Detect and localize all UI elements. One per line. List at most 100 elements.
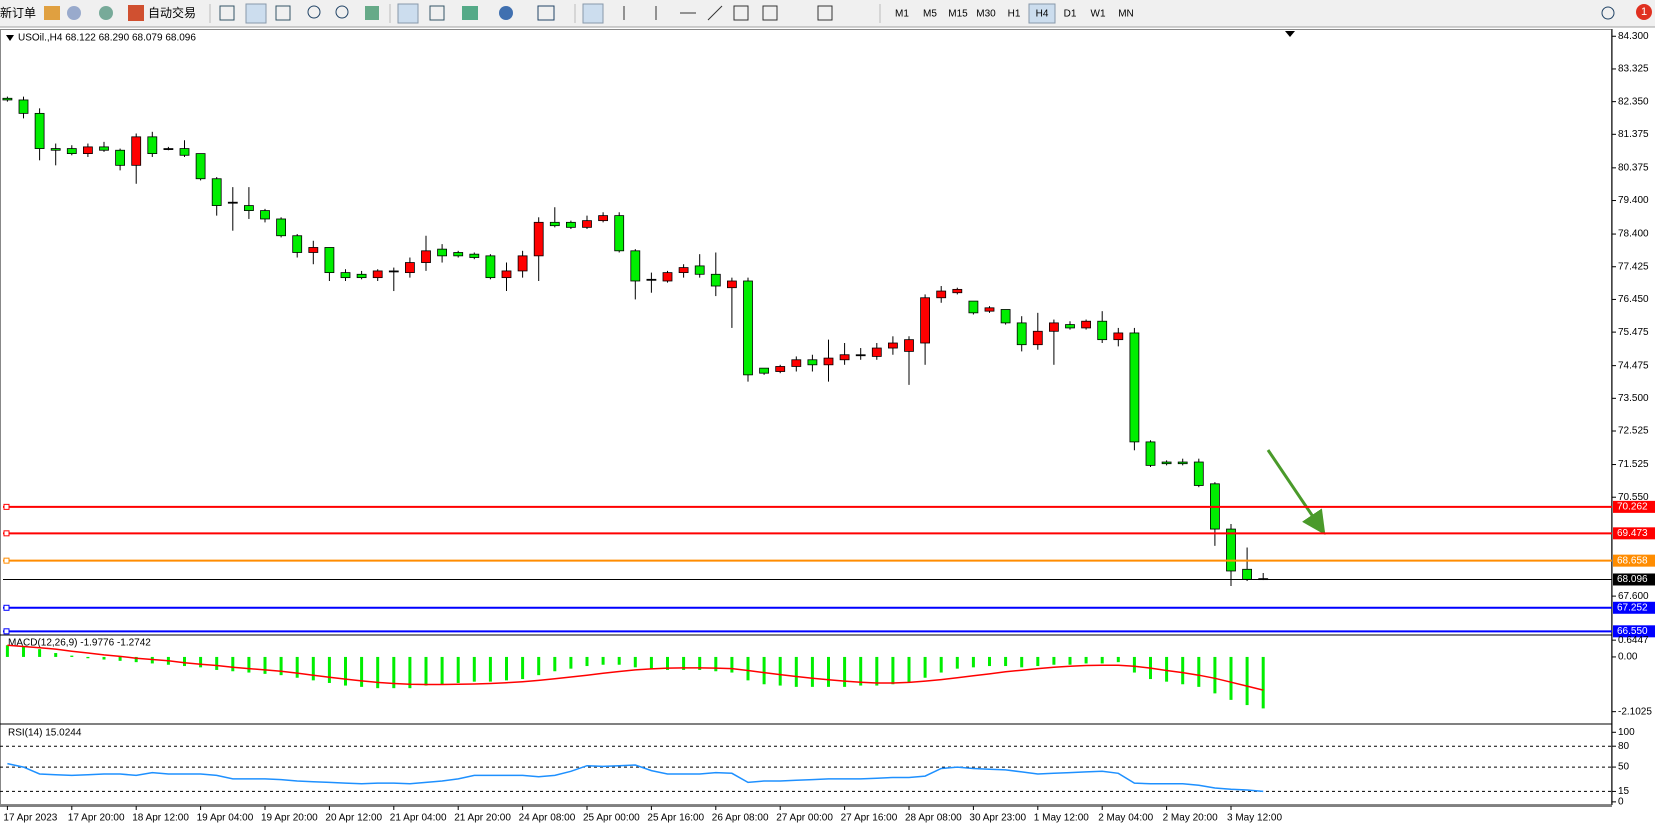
- candle-body: [727, 280, 737, 289]
- y-tick-label: 73.500: [1618, 393, 1649, 404]
- auto-trading-icon[interactable]: [128, 5, 144, 21]
- candle-body: [839, 354, 850, 361]
- icon[interactable]: [429, 5, 445, 21]
- candle-body: [147, 136, 158, 154]
- timeframe-label[interactable]: M5: [923, 9, 937, 20]
- candle-body: [195, 153, 206, 180]
- candle-body: [1161, 461, 1172, 465]
- macd-bar: [134, 656, 138, 663]
- candle-body: [421, 250, 431, 263]
- timeframe-label[interactable]: W1: [1091, 9, 1106, 20]
- candle-body: [66, 148, 77, 154]
- candle-body: [308, 247, 319, 253]
- candle-body: [18, 99, 29, 114]
- zoom-in[interactable]: [307, 5, 321, 19]
- search[interactable]: [1601, 6, 1615, 20]
- macd-bar: [183, 656, 186, 667]
- y-tick-label: 15: [1618, 786, 1630, 797]
- level-label: 70.262: [1617, 502, 1648, 513]
- candle-body: [630, 250, 641, 282]
- candle-body: [1177, 461, 1188, 465]
- macd-bar: [408, 656, 412, 689]
- candle-body: [678, 267, 689, 274]
- icon[interactable]: [397, 3, 419, 24]
- macd-bar: [827, 656, 830, 687]
- macd-bar: [295, 656, 299, 678]
- candle-body: [517, 255, 528, 272]
- icon[interactable]: [44, 6, 60, 20]
- timeframe-label[interactable]: M30: [976, 9, 996, 20]
- y-tick-label: 0.6447: [1618, 635, 1649, 646]
- macd-bar: [311, 656, 315, 681]
- y-tick-label: 82.350: [1618, 96, 1649, 107]
- macd-bar: [344, 656, 347, 686]
- candle-body: [694, 265, 705, 275]
- macd-bar: [1036, 656, 1040, 667]
- macd-bar: [971, 656, 975, 668]
- icon[interactable]: [733, 5, 749, 21]
- y-tick-label: 78.400: [1618, 229, 1649, 240]
- x-tick-label: 30 Apr 23:00: [969, 813, 1026, 824]
- macd-bar: [102, 656, 106, 660]
- timeframe-label[interactable]: D1: [1064, 9, 1077, 20]
- shift-marker: [1285, 31, 1295, 37]
- icon[interactable]: [462, 6, 478, 20]
- cursor-tool[interactable]: [582, 3, 604, 24]
- icon[interactable]: [537, 5, 555, 21]
- macd-bar: [907, 656, 911, 683]
- y-tick-label: 67.600: [1618, 591, 1649, 602]
- level-label-bg: [1613, 527, 1655, 540]
- macd-bar: [521, 656, 525, 680]
- x-tick-label: 21 Apr 04:00: [390, 813, 447, 824]
- timeframe-label[interactable]: MN: [1118, 9, 1134, 20]
- candle-body: [743, 280, 753, 376]
- y-tick-label: 79.400: [1618, 195, 1649, 206]
- candle-body: [549, 221, 560, 227]
- candle-body: [823, 357, 834, 366]
- icon[interactable]: [762, 5, 778, 21]
- candle-body: [936, 290, 947, 299]
- y-tick-label: 80: [1618, 741, 1630, 752]
- zoom-out[interactable]: [335, 5, 349, 19]
- macd-bar: [875, 656, 879, 686]
- timeframe-button[interactable]: [1028, 3, 1056, 24]
- icon[interactable]: [245, 3, 267, 24]
- x-tick-label: 2 May 20:00: [1163, 813, 1218, 824]
- candle-body: [469, 253, 480, 258]
- macd-bar: [424, 656, 428, 686]
- candle-body: [968, 300, 979, 314]
- icon[interactable]: [99, 6, 113, 20]
- icon[interactable]: [817, 5, 833, 21]
- timeframe-label[interactable]: M1: [895, 9, 909, 20]
- candle-body: [292, 235, 303, 253]
- rsi-line: [7, 762, 1264, 793]
- level-handle: [3, 628, 10, 635]
- macd-bar: [859, 656, 863, 686]
- timeframe-label[interactable]: M15: [948, 9, 968, 20]
- macd-bar: [1213, 656, 1217, 694]
- notification-badge[interactable]: [1636, 4, 1652, 20]
- icon[interactable]: [219, 5, 235, 21]
- icon[interactable]: [67, 6, 81, 20]
- macd-bar: [955, 656, 959, 669]
- level-label-bg: [1613, 573, 1655, 586]
- timeframe-label[interactable]: H4: [1036, 9, 1049, 20]
- macd-bar: [54, 653, 58, 657]
- info-toggle[interactable]: [6, 35, 14, 41]
- x-tick-label: 24 Apr 08:00: [519, 813, 576, 824]
- new-order-button[interactable]: 新订单: [0, 5, 36, 20]
- y-tick-label: 70.550: [1618, 492, 1649, 503]
- timeframe-label[interactable]: H1: [1008, 9, 1021, 20]
- macd-bar: [762, 656, 766, 685]
- trendline-tool[interactable]: [707, 5, 723, 21]
- icon[interactable]: [365, 6, 379, 20]
- auto-trading-button[interactable]: 自动交易: [148, 5, 196, 20]
- macd-bar: [1116, 656, 1120, 663]
- y-tick-label: 0: [1618, 797, 1624, 808]
- icon[interactable]: [275, 5, 291, 21]
- level-label: 68.096: [1617, 574, 1648, 585]
- candle-body: [99, 146, 109, 151]
- candle-body: [888, 342, 898, 349]
- icon[interactable]: [499, 6, 513, 20]
